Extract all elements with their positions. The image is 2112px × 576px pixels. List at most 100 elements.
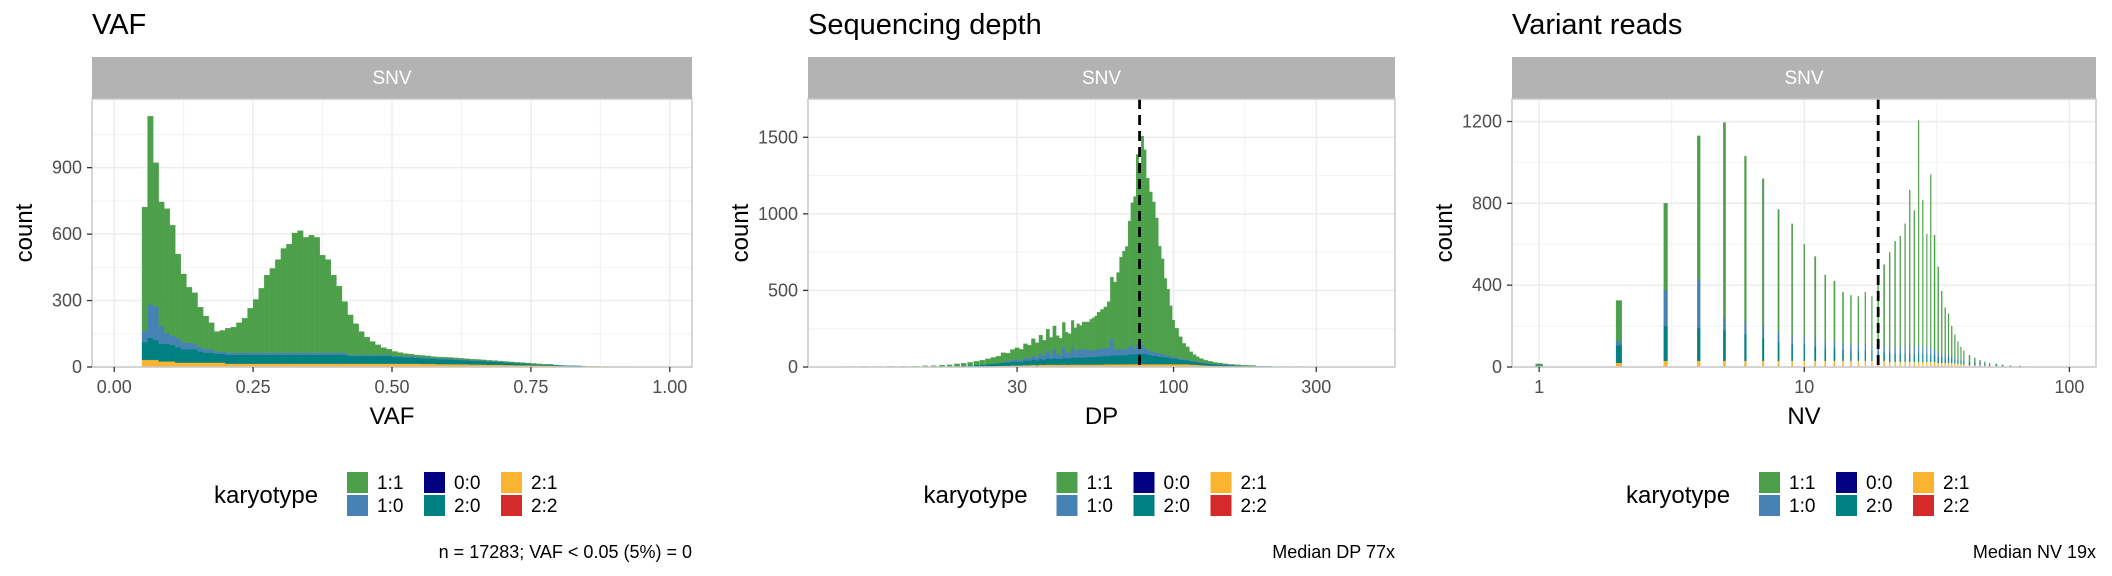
histogram-bar-1-1 xyxy=(341,301,348,353)
histogram-bar-1-0 xyxy=(1084,349,1088,358)
histogram-bar-2-0 xyxy=(1930,354,1932,363)
histogram-bar-2-0 xyxy=(1045,358,1050,365)
histogram-bar-1-0 xyxy=(1922,345,1924,354)
histogram-bar-1-1 xyxy=(280,248,287,353)
histogram-bar-1-0 xyxy=(180,342,187,350)
histogram-bar-1-1 xyxy=(1871,296,1873,346)
histogram-bar-1-1 xyxy=(1065,332,1069,353)
histogram-bar-1-1 xyxy=(1068,333,1072,354)
histogram-bar-1-1 xyxy=(214,331,220,352)
histogram-bar-1-0 xyxy=(1055,353,1060,359)
histogram-bar-1-1 xyxy=(186,287,193,343)
histogram-bar-2-1 xyxy=(1864,360,1866,368)
histogram-bar-2-0 xyxy=(502,362,509,366)
histogram-bar-1-0 xyxy=(1110,338,1114,356)
histogram-bar-1-0 xyxy=(225,352,232,355)
histogram-bar-2-0 xyxy=(152,339,159,361)
histogram-bar-1-1 xyxy=(1842,292,1844,344)
histogram-bar-2-0 xyxy=(1883,352,1885,362)
histogram-bar-1-1 xyxy=(1926,233,1928,349)
histogram-bar-2-0 xyxy=(247,354,254,364)
histogram-bar-1-1 xyxy=(519,362,526,364)
histogram-bar-1-1 xyxy=(1195,356,1200,362)
chart-title: Sequencing depth xyxy=(808,9,1042,41)
histogram-bar-1-0 xyxy=(241,352,248,355)
histogram-bar-1-0 xyxy=(1954,357,1956,360)
x-tick-label: 0.75 xyxy=(513,377,548,397)
histogram-bar-1-0 xyxy=(358,354,365,357)
histogram-bar-2-0 xyxy=(1110,355,1114,365)
legend-key-0-0 xyxy=(1836,472,1857,493)
histogram-bar-1-0 xyxy=(264,352,270,355)
histogram-bar-2-0 xyxy=(1038,358,1043,365)
histogram-bar-1-1 xyxy=(1777,209,1780,333)
histogram-bar-2-0 xyxy=(1062,357,1066,365)
histogram-bar-1-0 xyxy=(1904,346,1906,354)
histogram-bar-1-1 xyxy=(1084,321,1088,350)
histogram-bar-1-0 xyxy=(1777,332,1780,343)
histogram-bar-1-1 xyxy=(297,230,304,353)
histogram-bar-1-1 xyxy=(1161,258,1165,354)
y-tick-label: 600 xyxy=(52,224,82,244)
legend-key-1-1 xyxy=(1056,472,1078,493)
chart-caption: Median NV 19x xyxy=(1973,542,2096,562)
histogram-bar-1-0 xyxy=(1089,349,1093,358)
histogram-bar-1-1 xyxy=(1212,362,1218,364)
histogram-bar-2-0 xyxy=(1918,353,1920,363)
histogram-bar-1-1 xyxy=(1082,321,1085,349)
histogram-bar-2-0 xyxy=(1119,355,1123,365)
histogram-bar-1-0 xyxy=(1163,354,1167,358)
histogram-bar-2-0 xyxy=(1199,362,1204,366)
histogram-bar-1-0 xyxy=(252,352,259,355)
histogram-bar-1-1 xyxy=(230,326,237,353)
histogram-bar-2-0 xyxy=(291,354,298,364)
histogram-bar-1-1 xyxy=(375,344,382,355)
histogram-bar-1-1 xyxy=(1089,319,1093,351)
histogram-bar-1-0 xyxy=(1663,290,1668,327)
histogram-bar-1-1 xyxy=(158,201,165,327)
histogram-bar-1-1 xyxy=(197,307,204,348)
histogram-bar-1-0 xyxy=(1842,343,1844,350)
histogram-bar-2-0 xyxy=(414,357,420,364)
histogram-bar-1-0 xyxy=(1052,348,1057,359)
histogram-bar-1-0 xyxy=(1068,352,1072,359)
histogram-bar-1-0 xyxy=(1119,348,1123,356)
histogram-bar-1-0 xyxy=(352,354,359,357)
histogram-bar-1-1 xyxy=(386,349,393,355)
chart-panel-2: Sequencing depth SNV 0 500 1000 1500 30 100 300 D… xyxy=(727,9,1396,562)
histogram-bar-1-1 xyxy=(1957,341,1959,359)
histogram-bar-1-0 xyxy=(1615,341,1622,346)
legend-label: 2:0 xyxy=(1866,496,1892,517)
histogram-bar-1-1 xyxy=(436,356,443,359)
histogram-bar-1-0 xyxy=(1145,349,1150,355)
histogram-bar-1-0 xyxy=(1814,338,1817,347)
histogram-bar-2-0 xyxy=(1163,357,1167,365)
histogram-bar-1-0 xyxy=(1076,348,1080,358)
histogram-bar-2-0 xyxy=(569,365,576,367)
histogram-bar-1-1 xyxy=(1152,201,1156,353)
histogram-bar-1-0 xyxy=(1023,357,1028,361)
histogram-bar-2-1 xyxy=(1918,361,1920,368)
histogram-bar-1-1 xyxy=(152,162,159,307)
histogram-bar-2-0 xyxy=(1894,353,1896,363)
histogram-bar-1-1 xyxy=(191,292,198,344)
facet-strip-label: SNV xyxy=(1784,68,1823,89)
histogram-bar-1-1 xyxy=(1894,241,1896,348)
histogram-bar-1-0 xyxy=(1158,353,1162,357)
histogram-bar-1-0 xyxy=(230,352,237,355)
histogram-bar-1-1 xyxy=(1933,234,1936,350)
histogram-bar-2-0 xyxy=(180,349,187,363)
histogram-bar-1-1 xyxy=(939,365,945,367)
histogram-bar-2-0 xyxy=(330,354,337,364)
histogram-bar-1-1 xyxy=(1116,272,1120,350)
histogram-bar-1-0 xyxy=(1963,359,1965,362)
histogram-bar-1-1 xyxy=(1850,295,1852,345)
histogram-bar-1-1 xyxy=(441,357,448,359)
legend-label: 0:0 xyxy=(1866,473,1892,494)
histogram-bar-1-0 xyxy=(369,354,376,357)
histogram-bar-2-0 xyxy=(1084,357,1088,365)
histogram-bar-1-0 xyxy=(1141,344,1144,354)
histogram-bar-1-0 xyxy=(1941,352,1943,357)
x-tick-label: 10 xyxy=(1794,377,1814,397)
histogram-bar-1-0 xyxy=(1172,356,1175,359)
